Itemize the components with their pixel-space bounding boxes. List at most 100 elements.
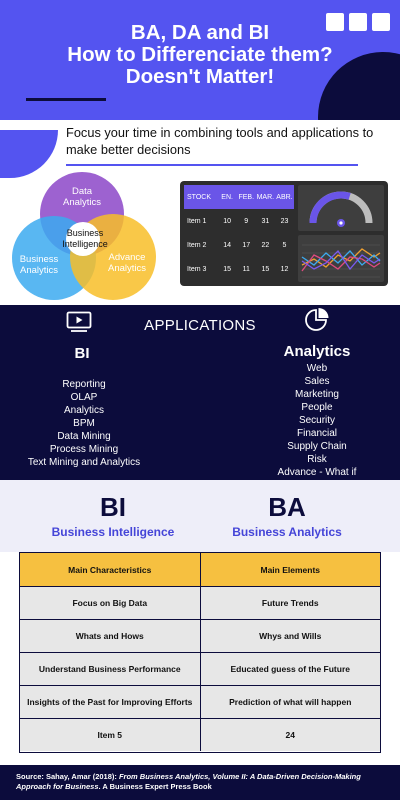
applications-section: APPLICATIONS BI Reporting OLAP Analytics… — [0, 305, 400, 480]
list-item: OLAP — [70, 392, 98, 403]
list-item: Security — [298, 415, 336, 426]
comparison-table: Main Characteristics Main Elements Focus… — [19, 552, 381, 753]
table-row: Item 5 24 — [20, 718, 380, 751]
header-banner: BA, DA and BI How to Differenciate them?… — [0, 0, 400, 120]
list-item: Data Mining — [57, 431, 111, 442]
table-cell: Future Trends — [199, 587, 380, 619]
dashboard-cell: 5 — [282, 241, 287, 249]
dashboard-header-cell: FEB. — [238, 193, 255, 201]
source-book-title: From Business Analytics, Volume II: A Da… — [16, 772, 361, 791]
focus-quarter-circle-decoration — [0, 130, 58, 178]
venn-label-data-analytics: Data Analytics — [54, 186, 110, 208]
bi-subheading: Business Intelligence — [51, 525, 175, 539]
dashboard-cell: 9 — [244, 217, 249, 225]
applications-title: APPLICATIONS — [144, 317, 256, 334]
list-item: Web — [306, 363, 328, 374]
focus-text: Focus your time in combining tools and a… — [66, 125, 374, 157]
ba-heading: BA — [268, 492, 306, 522]
venn-label-line: Analytics — [62, 197, 101, 208]
list-item: BPM — [73, 418, 95, 429]
table-cell: Focus on Big Data — [20, 587, 200, 619]
table-row: Focus on Big Data Future Trends — [20, 586, 380, 619]
dashboard-cell: 10 — [223, 217, 232, 225]
venn-label-advance-analytics: Advance Analytics — [100, 252, 154, 274]
venn-label-business-intelligence: Business Intelligence — [54, 228, 116, 250]
dashboard-row: Item 2 14 17 22 5 — [184, 233, 294, 257]
analytics-applications-list: Web Sales Marketing People Security Fina… — [262, 362, 372, 479]
table-cell: 24 — [199, 719, 380, 751]
venn-label-line: Business — [19, 254, 59, 265]
venn-label-line: Analytics — [19, 265, 58, 276]
dashboard-cell: 15 — [261, 265, 270, 273]
monitor-play-icon — [66, 311, 92, 332]
source-citation: Source: Sahay, Amar (2018): From Busines… — [0, 765, 400, 800]
dashboard-cell: 23 — [280, 217, 289, 225]
table-header-cell: Main Characteristics — [20, 553, 200, 586]
dashboard-cell: 31 — [261, 217, 270, 225]
dashboard-table: STOCK EN. FEB. MAR. ABR. Item 1 10 9 31 … — [184, 185, 294, 282]
list-item: Risk — [307, 454, 327, 465]
table-cell: Insights of the Past for Improving Effor… — [20, 686, 200, 718]
page-title: BA, DA and BI How to Differenciate them?… — [0, 22, 400, 88]
dashboard-cell: Item 1 — [187, 217, 207, 225]
line-chart-icon — [301, 244, 381, 278]
table-row: Insights of the Past for Improving Effor… — [20, 685, 380, 718]
header-underline — [26, 98, 106, 101]
ba-subheading: Business Analytics — [232, 525, 342, 539]
bi-applications-heading: BI — [74, 345, 90, 362]
venn-label-line: Intelligence — [62, 239, 108, 249]
list-item: Advance - What if — [277, 467, 357, 478]
bi-heading: BI — [100, 492, 126, 522]
table-row: Understand Business Performance Educated… — [20, 652, 380, 685]
focus-divider — [66, 164, 358, 166]
list-item: Text Mining and Analytics — [27, 457, 141, 468]
list-item: Supply Chain — [287, 441, 347, 452]
header-square-decoration — [372, 13, 390, 31]
venn-label-line: Advance — [108, 252, 146, 263]
dashboard-cell: 22 — [261, 241, 270, 249]
venn-diagram: Data Analytics Business Analytics Advanc… — [8, 172, 178, 302]
dashboard-cell: 12 — [280, 265, 289, 273]
analytics-applications-heading: Analytics — [283, 343, 351, 360]
list-item: Marketing — [295, 389, 339, 400]
dashboard-illustration: STOCK EN. FEB. MAR. ABR. Item 1 10 9 31 … — [180, 181, 388, 286]
table-header-cell: Main Elements — [199, 553, 380, 586]
list-item: Sales — [304, 376, 330, 387]
dashboard-cell: Item 3 — [187, 265, 207, 273]
header-square-decoration — [349, 13, 367, 31]
dashboard-line-chart-panel — [298, 235, 384, 282]
list-item: Process Mining — [49, 444, 119, 455]
source-prefix: Source: Sahay, Amar (2018): — [16, 772, 119, 781]
dashboard-gauge-panel — [298, 185, 384, 231]
table-cell: Whys and Wills — [199, 620, 380, 652]
list-item: Analytics — [63, 405, 104, 416]
dashboard-row: Item 1 10 9 31 23 — [184, 209, 294, 233]
list-item: People — [301, 402, 333, 413]
table-cell: Prediction of what will happen — [199, 686, 380, 718]
dashboard-cell: 15 — [223, 265, 232, 273]
title-line-3: Doesn't Matter! — [125, 65, 275, 88]
source-suffix: . A Business Expert Press Book — [98, 782, 212, 791]
dashboard-row: Item 3 15 11 15 12 — [184, 257, 294, 281]
header-square-decoration — [326, 13, 344, 31]
venn-label-line: Data — [71, 186, 93, 197]
dashboard-header-cell: STOCK — [187, 193, 211, 201]
dashboard-cell: 17 — [242, 241, 251, 249]
dashboard-cell: 11 — [242, 265, 250, 273]
list-item: Financial — [296, 428, 338, 439]
table-header-row: Main Characteristics Main Elements — [20, 553, 380, 586]
table-cell: Whats and Hows — [20, 620, 200, 652]
venn-label-business-analytics: Business Analytics — [10, 254, 68, 276]
table-cell: Understand Business Performance — [20, 653, 200, 685]
venn-label-line: Business — [66, 228, 104, 238]
table-cell: Educated guess of the Future — [199, 653, 380, 685]
venn-center-overlap — [66, 222, 100, 256]
dashboard-header-cell: MAR. — [256, 193, 275, 201]
bi-ba-heading-band: BI BA Business Intelligence Business Ana… — [0, 480, 400, 552]
dashboard-cell: 14 — [223, 241, 232, 249]
dashboard-cell: Item 2 — [187, 241, 207, 249]
pie-chart-icon — [305, 308, 329, 331]
title-line-1: BA, DA and BI — [130, 21, 270, 44]
venn-label-line: Analytics — [107, 263, 146, 274]
dashboard-header-row: STOCK EN. FEB. MAR. ABR. — [184, 185, 294, 209]
